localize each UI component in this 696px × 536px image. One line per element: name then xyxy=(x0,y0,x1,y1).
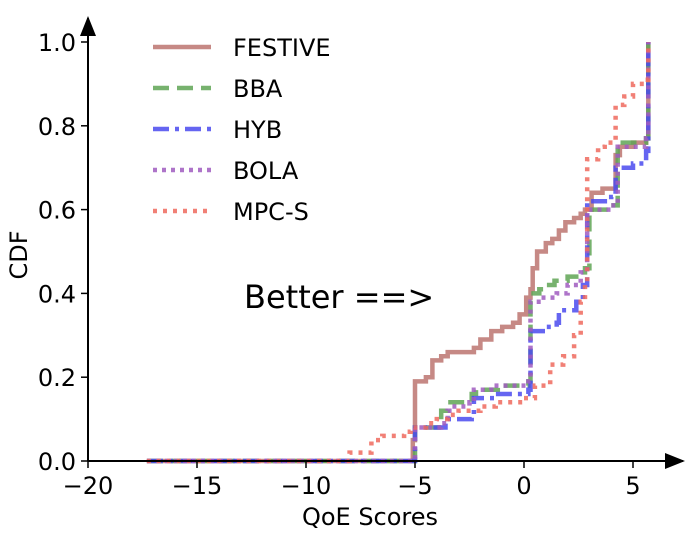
x-tick-label: −20 xyxy=(63,472,114,500)
y-tick-label: 0.0 xyxy=(38,448,76,476)
legend-label-mpc-s: MPC-S xyxy=(233,198,309,226)
series-line-bola xyxy=(146,42,651,464)
series-line-mpc-s xyxy=(146,42,651,464)
y-tick-label: 0.4 xyxy=(38,280,76,308)
ticks-layer: −20 −15 −10 −5 0 5 0.0 0.2 0.4 0.6 0.8 1.0 xyxy=(38,29,641,500)
legend-label-bola: BOLA xyxy=(233,157,299,185)
legend-label-festive: FESTIVE xyxy=(233,34,331,62)
x-axis-label: QoE Scores xyxy=(302,503,438,531)
legend-label-bba: BBA xyxy=(233,75,283,103)
y-tick-label: 0.8 xyxy=(38,113,76,141)
y-tick-label: 0.2 xyxy=(38,364,76,392)
x-tick-label: −15 xyxy=(172,472,223,500)
x-tick-label: −10 xyxy=(281,472,332,500)
legend: FESTIVE BBA HYB BOLA MPC-S xyxy=(153,34,331,226)
x-tick-label: 0 xyxy=(516,472,531,500)
y-tick-label: 1.0 xyxy=(38,29,76,57)
y-tick-label: 0.6 xyxy=(38,197,76,225)
x-tick-label: 5 xyxy=(625,472,640,500)
series-line-hyb xyxy=(146,42,651,464)
legend-label-hyb: HYB xyxy=(233,116,282,144)
series-layer xyxy=(146,42,651,464)
series-line-bba xyxy=(146,42,651,464)
better-annotation: Better ==> xyxy=(244,278,434,316)
series-line-festive xyxy=(146,42,651,464)
y-axis-label: CDF xyxy=(5,230,33,279)
x-tick-label: −5 xyxy=(397,472,432,500)
